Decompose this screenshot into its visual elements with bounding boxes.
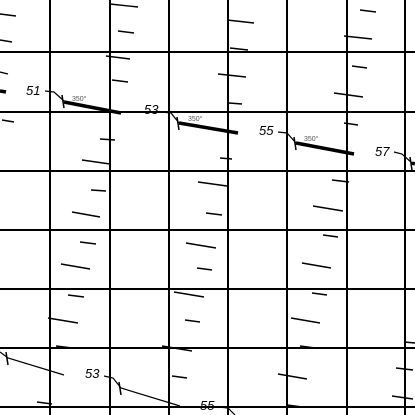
heading-label: 350° (188, 115, 203, 123)
waypoint-label: 57 (375, 144, 390, 159)
waypoint-label: 53 (85, 366, 100, 381)
route-leg (63, 100, 122, 115)
route-leg (178, 121, 239, 135)
waypoint-55-lower[interactable]: 55 (200, 398, 236, 415)
waypoint-label: 51 (26, 83, 40, 98)
waypoint-label: 53 (144, 102, 159, 117)
terrain-marks (0, 3, 415, 408)
waypoint-label: 55 (259, 123, 274, 138)
route-lower: 53 55 (0, 351, 236, 415)
waypoint-51[interactable]: 51 350° (26, 83, 122, 115)
waypoint-53-lower[interactable]: 53 (85, 366, 181, 407)
waypoint-53[interactable]: 53 350° (144, 102, 239, 135)
waypoint-55[interactable]: 55 350° (259, 123, 355, 156)
heading-label: 350° (304, 135, 319, 143)
waypoint-label: 55 (200, 398, 215, 413)
heading-label: 350° (72, 95, 87, 103)
route-leg (295, 141, 355, 156)
